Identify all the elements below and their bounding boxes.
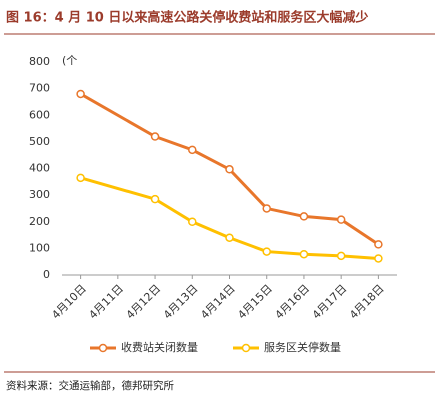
point <box>374 254 383 263</box>
legend-label: 服务区关停数量 <box>264 340 341 354</box>
legend-marker <box>241 343 251 353</box>
x-tick-label: 4月10日 <box>49 282 89 322</box>
point <box>188 145 197 155</box>
y-tick-label: 200 <box>29 215 50 228</box>
point <box>299 212 309 221</box>
point <box>150 132 160 141</box>
y-tick-label: 500 <box>29 135 50 148</box>
point <box>336 251 346 261</box>
point <box>299 249 309 259</box>
y-tick-label: 800 <box>29 55 50 68</box>
series-line <box>80 176 379 260</box>
point <box>374 240 383 249</box>
chart-title: 图 16：4 月 10 日以来高速公路关停收费站和服务区大幅减少 <box>6 10 368 26</box>
y-tick-label: 0 <box>43 268 50 281</box>
point <box>262 247 271 256</box>
y-tick-label: 700 <box>29 82 50 95</box>
x-tick-label: 4月17日 <box>310 282 350 322</box>
series-line <box>79 92 380 246</box>
x-tick-label: 4月12日 <box>124 282 164 322</box>
point <box>225 233 234 242</box>
x-tick-label: 4月11日 <box>86 282 126 322</box>
x-tick-label: 4月18日 <box>347 282 387 322</box>
y-axis-label: (个 <box>62 54 77 67</box>
y-tick-label: 400 <box>29 162 50 175</box>
point <box>336 215 346 224</box>
point <box>76 173 85 183</box>
point <box>150 194 160 204</box>
legend-label: 收费站关闭数量 <box>121 340 198 354</box>
y-tick-label: 300 <box>29 188 50 201</box>
point <box>262 204 271 213</box>
point <box>188 217 197 226</box>
y-tick-label: 100 <box>29 241 50 254</box>
x-tick-label: 4月13日 <box>161 282 201 322</box>
source: 资料来源：交通运输部，德邦研究所 <box>6 379 174 392</box>
point <box>76 89 85 99</box>
x-tick-label: 4月16日 <box>273 282 313 322</box>
point <box>225 165 234 174</box>
x-tick-label: 4月14日 <box>198 282 238 322</box>
x-tick-label: 4月15日 <box>235 282 275 322</box>
legend-marker <box>98 343 108 353</box>
y-tick-label: 600 <box>29 108 50 121</box>
